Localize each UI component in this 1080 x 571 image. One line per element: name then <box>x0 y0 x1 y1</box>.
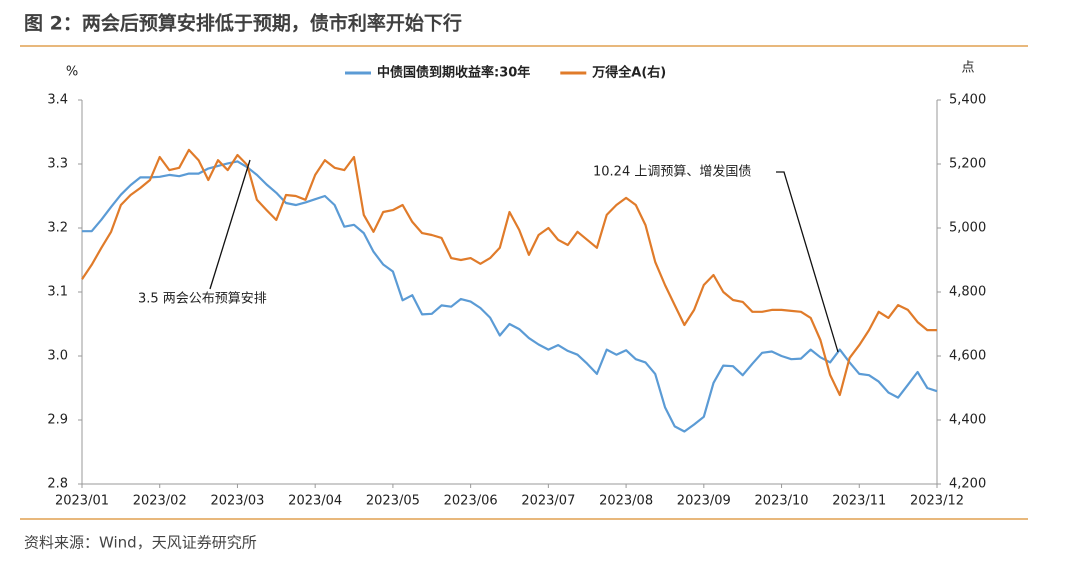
x-tick-label: 2023/07 <box>521 494 575 509</box>
annotation-arrow <box>776 171 839 353</box>
y2-tick-label: 4,600 <box>949 349 986 364</box>
y-tick-label: 3.1 <box>47 285 68 300</box>
legend-label: 万得全A(右) <box>591 65 666 81</box>
series-line <box>81 148 937 397</box>
y2-tick-label: 4,800 <box>949 285 986 300</box>
x-tick-label: 2023/11 <box>832 494 886 509</box>
annotation-arrow <box>209 159 251 290</box>
x-tick-label: 2023/08 <box>599 494 653 509</box>
y-tick-label: 3.4 <box>47 93 68 108</box>
y2-tick-label: 4,400 <box>949 413 986 428</box>
y-axis-label: % <box>66 65 78 80</box>
x-tick-label: 2023/03 <box>210 494 264 509</box>
chart-title: 图 2：两会后预算安排低于预期，债市利率开始下行 <box>24 12 462 35</box>
x-tick-label: 2023/10 <box>755 494 809 509</box>
x-tick-label: 2023/01 <box>55 494 109 509</box>
y2-tick-label: 5,200 <box>949 157 986 172</box>
y-tick-label: 2.8 <box>47 477 68 492</box>
x-tick-label: 2023/12 <box>910 494 964 509</box>
legend-label: 中债国债到期收益率:30年 <box>377 65 530 81</box>
y-tick-label: 2.9 <box>47 413 68 428</box>
y2-tick-label: 4,200 <box>949 477 986 492</box>
x-tick-label: 2023/09 <box>677 494 731 509</box>
source: 资料来源：Wind，天风证券研究所 <box>24 534 257 552</box>
series-line <box>82 160 938 433</box>
y-tick-label: 3.2 <box>47 221 68 236</box>
y2-tick-label: 5,400 <box>949 93 986 108</box>
x-tick-label: 2023/02 <box>133 494 187 509</box>
x-tick-label: 2023/05 <box>366 494 420 509</box>
annotation: 10.24 上调预算、增发国债 <box>593 164 751 180</box>
y2-tick-label: 5,000 <box>949 221 986 236</box>
y-tick-label: 3.0 <box>47 349 68 364</box>
y-tick-label: 3.3 <box>47 157 68 172</box>
annotation: 3.5 两会公布预算安排 <box>138 292 267 307</box>
x-tick-label: 2023/04 <box>288 494 342 509</box>
x-tick-label: 2023/06 <box>444 494 498 509</box>
y2-axis-label: 点 <box>961 61 974 76</box>
